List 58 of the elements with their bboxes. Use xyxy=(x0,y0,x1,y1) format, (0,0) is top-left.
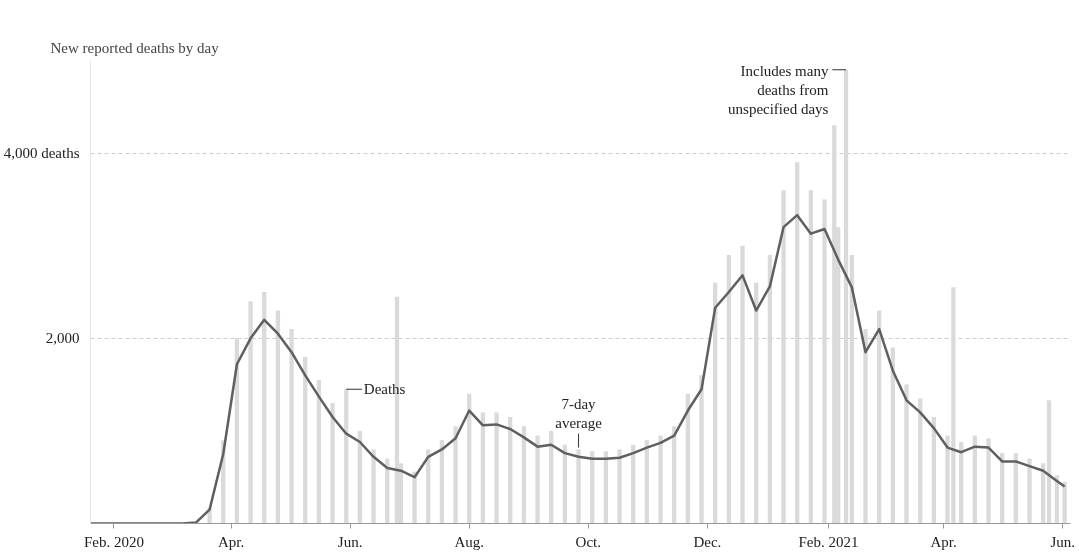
bar xyxy=(303,356,308,524)
y-tick-label: 2,000 xyxy=(45,330,80,347)
bar xyxy=(658,435,663,524)
bar xyxy=(767,254,773,524)
bar xyxy=(262,292,267,524)
bar xyxy=(863,329,868,524)
bar xyxy=(918,398,923,524)
x-tick-label: Aug. xyxy=(454,533,485,550)
bar xyxy=(754,282,759,524)
bar xyxy=(248,301,253,524)
x-tick-label: Jun. xyxy=(1050,533,1075,550)
annotation: Deaths xyxy=(363,381,406,398)
x-tick-label: Apr. xyxy=(217,533,245,550)
bar xyxy=(1046,400,1052,524)
annotation: Includes many deaths from unspecified days xyxy=(728,62,829,117)
x-tick-label: Oct. xyxy=(575,533,602,550)
bar xyxy=(849,254,854,524)
bar xyxy=(453,426,458,524)
bar xyxy=(808,190,814,524)
bar xyxy=(740,245,745,524)
bar xyxy=(521,426,527,524)
bar xyxy=(1062,481,1067,524)
bar xyxy=(904,384,909,524)
bar xyxy=(344,389,349,524)
bar xyxy=(959,442,964,524)
y-tick-label: 4,000 deaths xyxy=(3,145,80,162)
bar xyxy=(316,379,322,524)
x-tick-label: Feb. 2020 xyxy=(83,533,144,550)
bar xyxy=(480,412,486,524)
bar xyxy=(412,471,417,524)
x-tick-label: Feb. 2021 xyxy=(798,533,859,550)
bar xyxy=(726,254,732,524)
bar xyxy=(371,449,376,524)
x-tick-label: Jun. xyxy=(337,533,363,550)
bar xyxy=(781,190,786,524)
bar xyxy=(877,310,882,524)
bar xyxy=(843,69,849,524)
bar xyxy=(275,310,281,524)
bar xyxy=(617,449,622,524)
bar xyxy=(644,440,650,524)
bar xyxy=(699,375,704,524)
bar xyxy=(289,329,294,524)
bar xyxy=(535,435,540,524)
bar xyxy=(1027,458,1032,524)
bar xyxy=(822,199,827,524)
x-tick-label: Dec. xyxy=(693,533,722,550)
chart-title: New reported deaths by day xyxy=(50,39,220,56)
annotation: 7-day average xyxy=(555,395,603,431)
bar xyxy=(508,417,513,524)
bar xyxy=(576,449,581,524)
bar xyxy=(832,125,837,524)
line-series xyxy=(90,213,1066,524)
bar xyxy=(795,162,800,524)
bar xyxy=(986,438,991,524)
bar xyxy=(330,403,335,524)
x-tick-label: Apr. xyxy=(930,533,957,550)
bar xyxy=(494,412,499,524)
bar xyxy=(549,430,554,524)
